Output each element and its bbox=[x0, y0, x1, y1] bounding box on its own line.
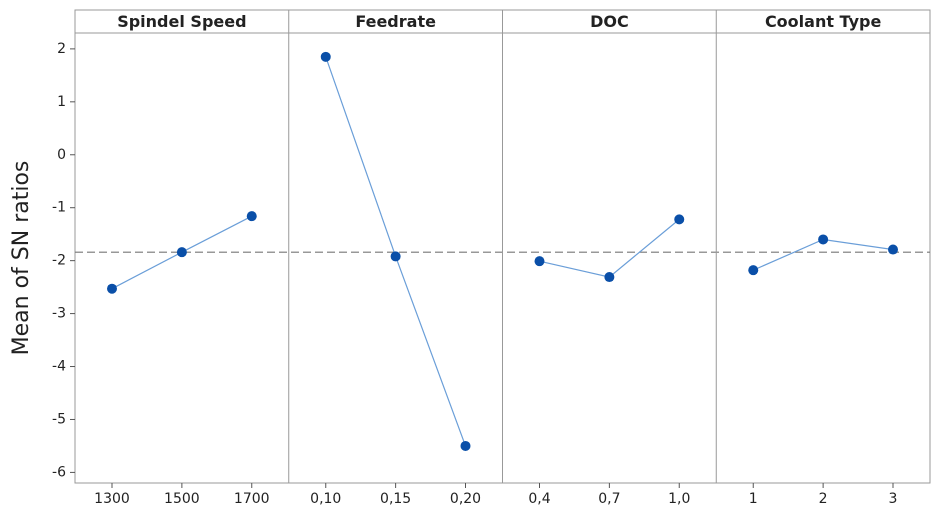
y-tick-label: -1 bbox=[52, 200, 66, 216]
y-tick-label: 0 bbox=[57, 147, 66, 163]
data-point bbox=[674, 214, 685, 225]
x-tick-label: 0,15 bbox=[380, 491, 411, 507]
y-axis-label: Mean of SN ratios bbox=[9, 161, 34, 356]
data-point bbox=[818, 234, 829, 245]
panel-title: DOC bbox=[590, 12, 629, 31]
y-tick-label: -6 bbox=[52, 464, 66, 480]
effect-line bbox=[539, 218, 680, 278]
y-tick-label: -2 bbox=[52, 253, 66, 269]
y-tick-label: -5 bbox=[52, 411, 66, 427]
data-point bbox=[534, 256, 545, 267]
x-tick-label: 1700 bbox=[234, 491, 270, 507]
x-tick-label: 1,0 bbox=[668, 491, 690, 507]
data-point bbox=[246, 211, 257, 222]
x-tick-label: 2 bbox=[819, 491, 828, 507]
data-point bbox=[748, 265, 759, 276]
data-point bbox=[176, 247, 187, 258]
x-tick-label: 1 bbox=[749, 491, 758, 507]
y-tick-label: -4 bbox=[52, 359, 66, 375]
panel-title: Feedrate bbox=[355, 12, 436, 31]
data-point bbox=[888, 244, 898, 255]
y-tick-label: 1 bbox=[57, 94, 66, 110]
x-tick-label: 1500 bbox=[164, 491, 200, 507]
effect-line bbox=[325, 56, 467, 447]
data-point bbox=[460, 440, 471, 451]
panel-title: Coolant Type bbox=[765, 12, 882, 31]
panel-title: Spindel Speed bbox=[117, 12, 246, 31]
data-point bbox=[107, 283, 117, 294]
x-tick-label: 1300 bbox=[94, 491, 130, 507]
y-tick-label: -3 bbox=[52, 306, 66, 322]
x-tick-label: 0,4 bbox=[528, 491, 550, 507]
data-point bbox=[390, 251, 401, 262]
x-tick-label: 0,10 bbox=[310, 491, 341, 507]
x-tick-label: 0,20 bbox=[450, 491, 481, 507]
x-tick-label: 3 bbox=[889, 491, 898, 507]
data-point bbox=[320, 51, 331, 62]
y-tick-label: 2 bbox=[57, 41, 66, 57]
x-tick-label: 0,7 bbox=[598, 491, 620, 507]
data-point bbox=[604, 272, 615, 283]
